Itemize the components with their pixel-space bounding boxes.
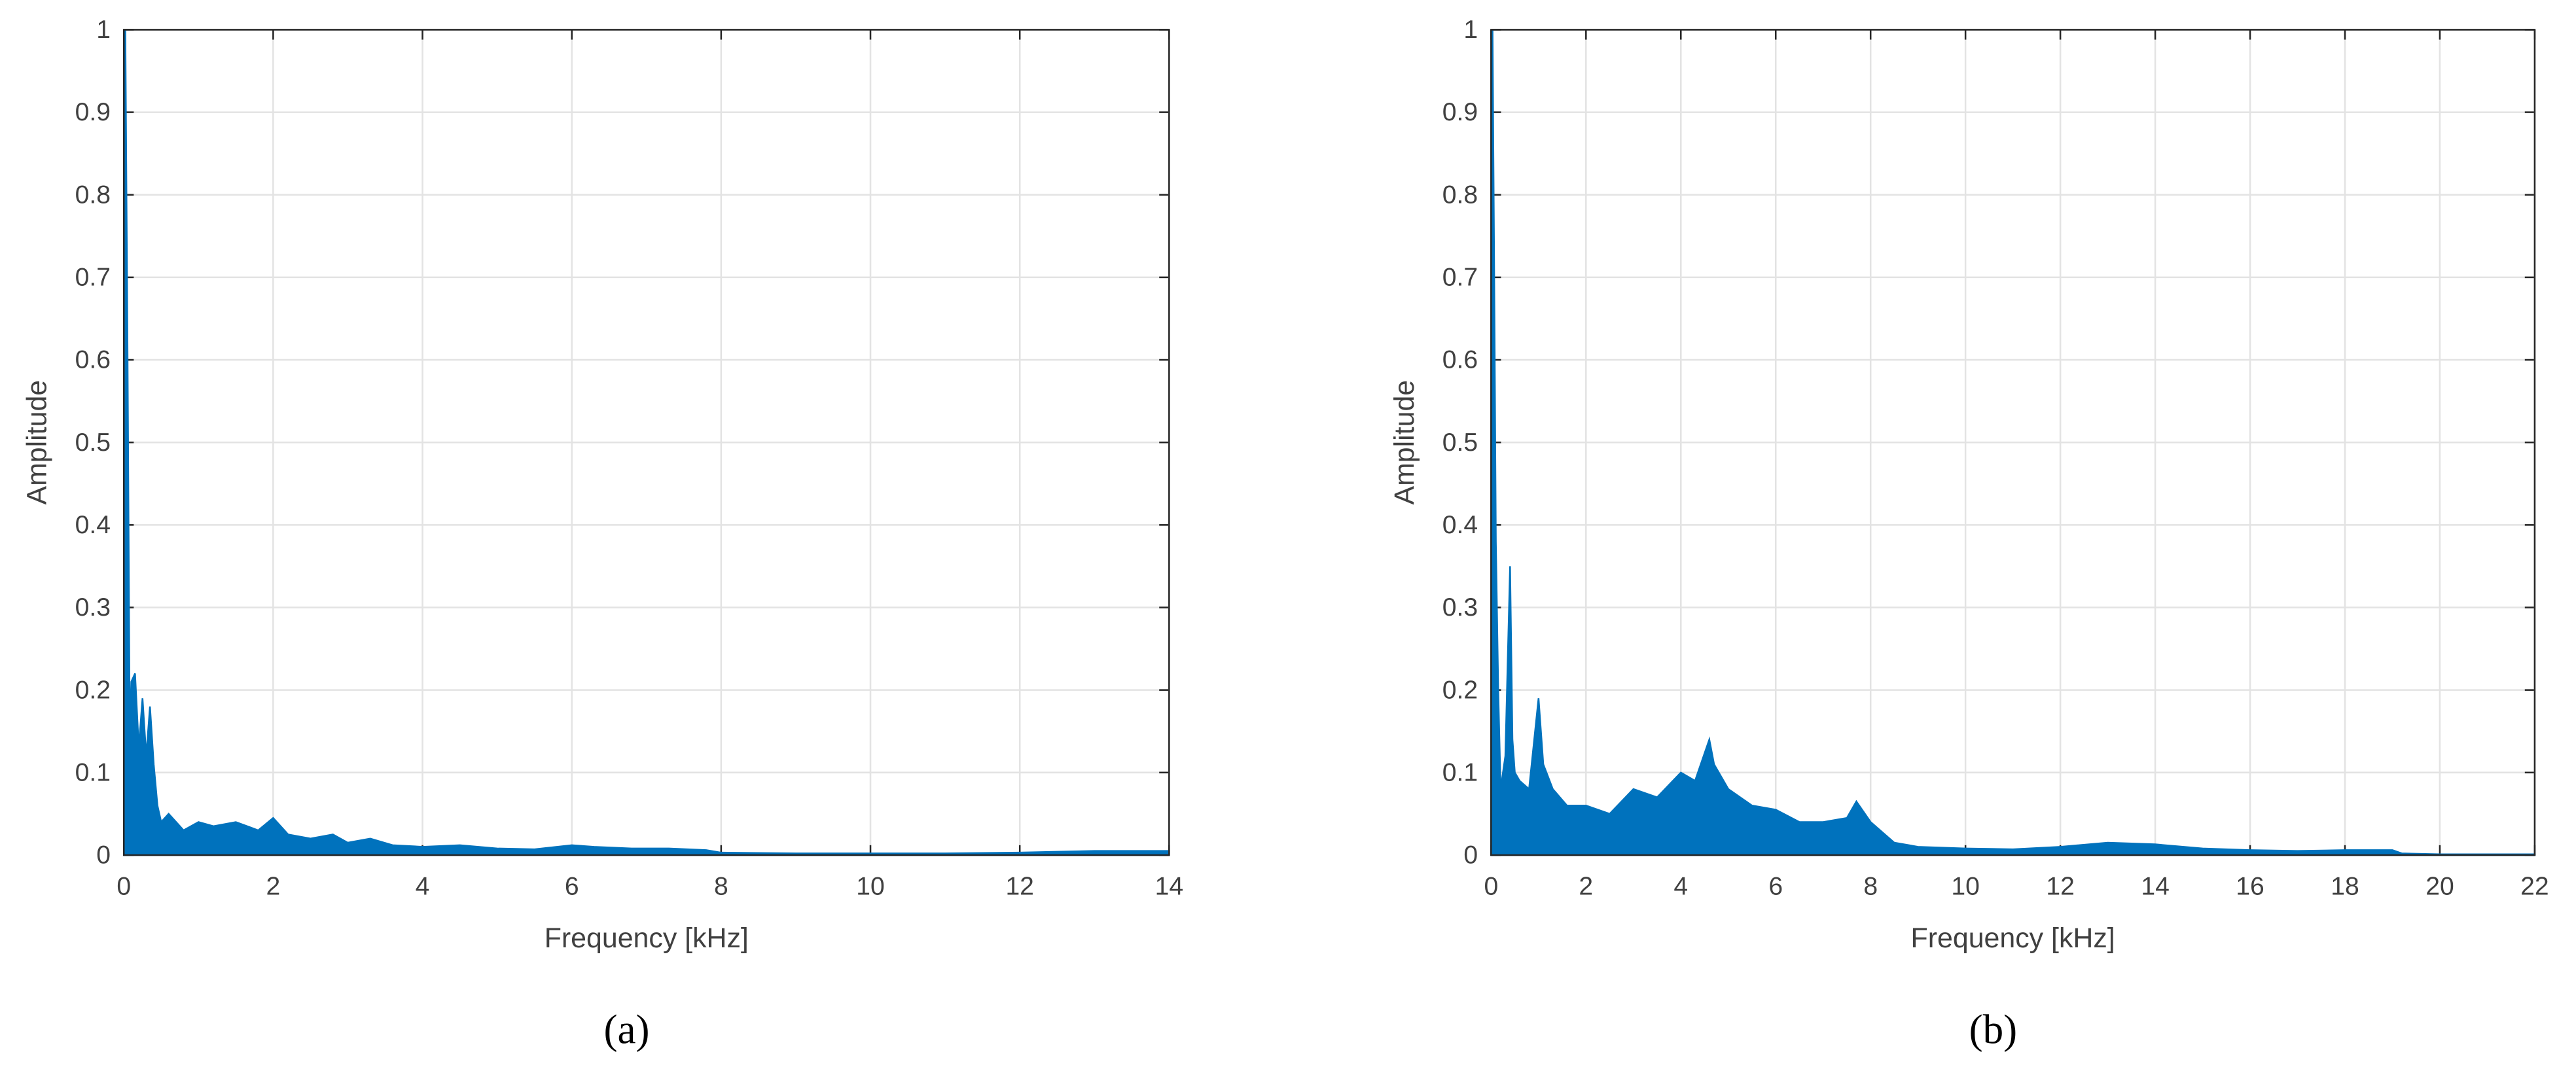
plot-frame (122, 29, 1170, 856)
x-tick-label: 20 (2425, 873, 2454, 901)
x-tick-label: 10 (856, 873, 884, 901)
y-tick-label: 0.4 (75, 511, 111, 539)
plot-frame (1490, 29, 2536, 856)
y-tick-label: 0 (1463, 841, 1478, 869)
y-tick-label: 0.1 (1442, 758, 1478, 786)
y-tick-label: 0.8 (75, 181, 111, 209)
y-tick-label: 0.3 (1442, 593, 1478, 622)
x-tick-label: 22 (2520, 873, 2549, 901)
y-tick-label: 1 (96, 16, 111, 44)
y-tick-label: 0.5 (75, 429, 111, 457)
x-tick-label: 10 (1951, 873, 1979, 901)
x-tick-label: 2 (1579, 873, 1593, 901)
x-tick-label: 8 (1863, 873, 1878, 901)
y-tick-label: 0.7 (1442, 264, 1478, 292)
x-tick-label: 16 (2236, 873, 2264, 901)
spectrum-area (122, 29, 1170, 856)
x-tick-label: 12 (2046, 873, 2074, 901)
y-axis-label: Amplitude (22, 380, 53, 505)
y-tick-label: 0.8 (1442, 181, 1478, 209)
x-tick-label: 18 (2331, 873, 2359, 901)
y-tick-label: 1 (1463, 16, 1478, 44)
y-axis-label: Amplitude (1389, 380, 1420, 505)
x-tick-label: 6 (565, 873, 579, 901)
x-tick-label: 6 (1768, 873, 1783, 901)
x-tick-label: 0 (116, 873, 131, 901)
spectrum-area (1490, 29, 2536, 856)
y-tick-label: 0.7 (75, 264, 111, 292)
x-tick-label: 4 (416, 873, 430, 901)
y-tick-label: 0.6 (75, 346, 111, 374)
y-tick-label: 0.3 (75, 593, 111, 622)
y-tick-label: 0.4 (1442, 511, 1478, 539)
x-tick-label: 8 (714, 873, 728, 901)
x-tick-label: 14 (2141, 873, 2169, 901)
y-tick-label: 0.2 (1442, 676, 1478, 704)
x-tick-label: 14 (1155, 873, 1183, 901)
caption: (a) (604, 1007, 650, 1053)
y-tick-label: 0.5 (1442, 429, 1478, 457)
y-tick-label: 0 (96, 841, 111, 869)
y-tick-label: 0.9 (1442, 98, 1478, 126)
y-tick-label: 0.6 (1442, 346, 1478, 374)
x-tick-label: 4 (1673, 873, 1688, 901)
y-tick-label: 0.1 (75, 758, 111, 786)
x-axis-label: Frequency [kHz] (1911, 922, 2115, 954)
y-tick-label: 0.2 (75, 676, 111, 704)
x-axis-label: Frequency [kHz] (545, 922, 749, 954)
y-tick-label: 0.9 (75, 98, 111, 126)
x-tick-label: 0 (1484, 873, 1498, 901)
caption: (b) (1969, 1007, 2018, 1053)
x-tick-label: 12 (1005, 873, 1033, 901)
x-tick-label: 2 (266, 873, 281, 901)
